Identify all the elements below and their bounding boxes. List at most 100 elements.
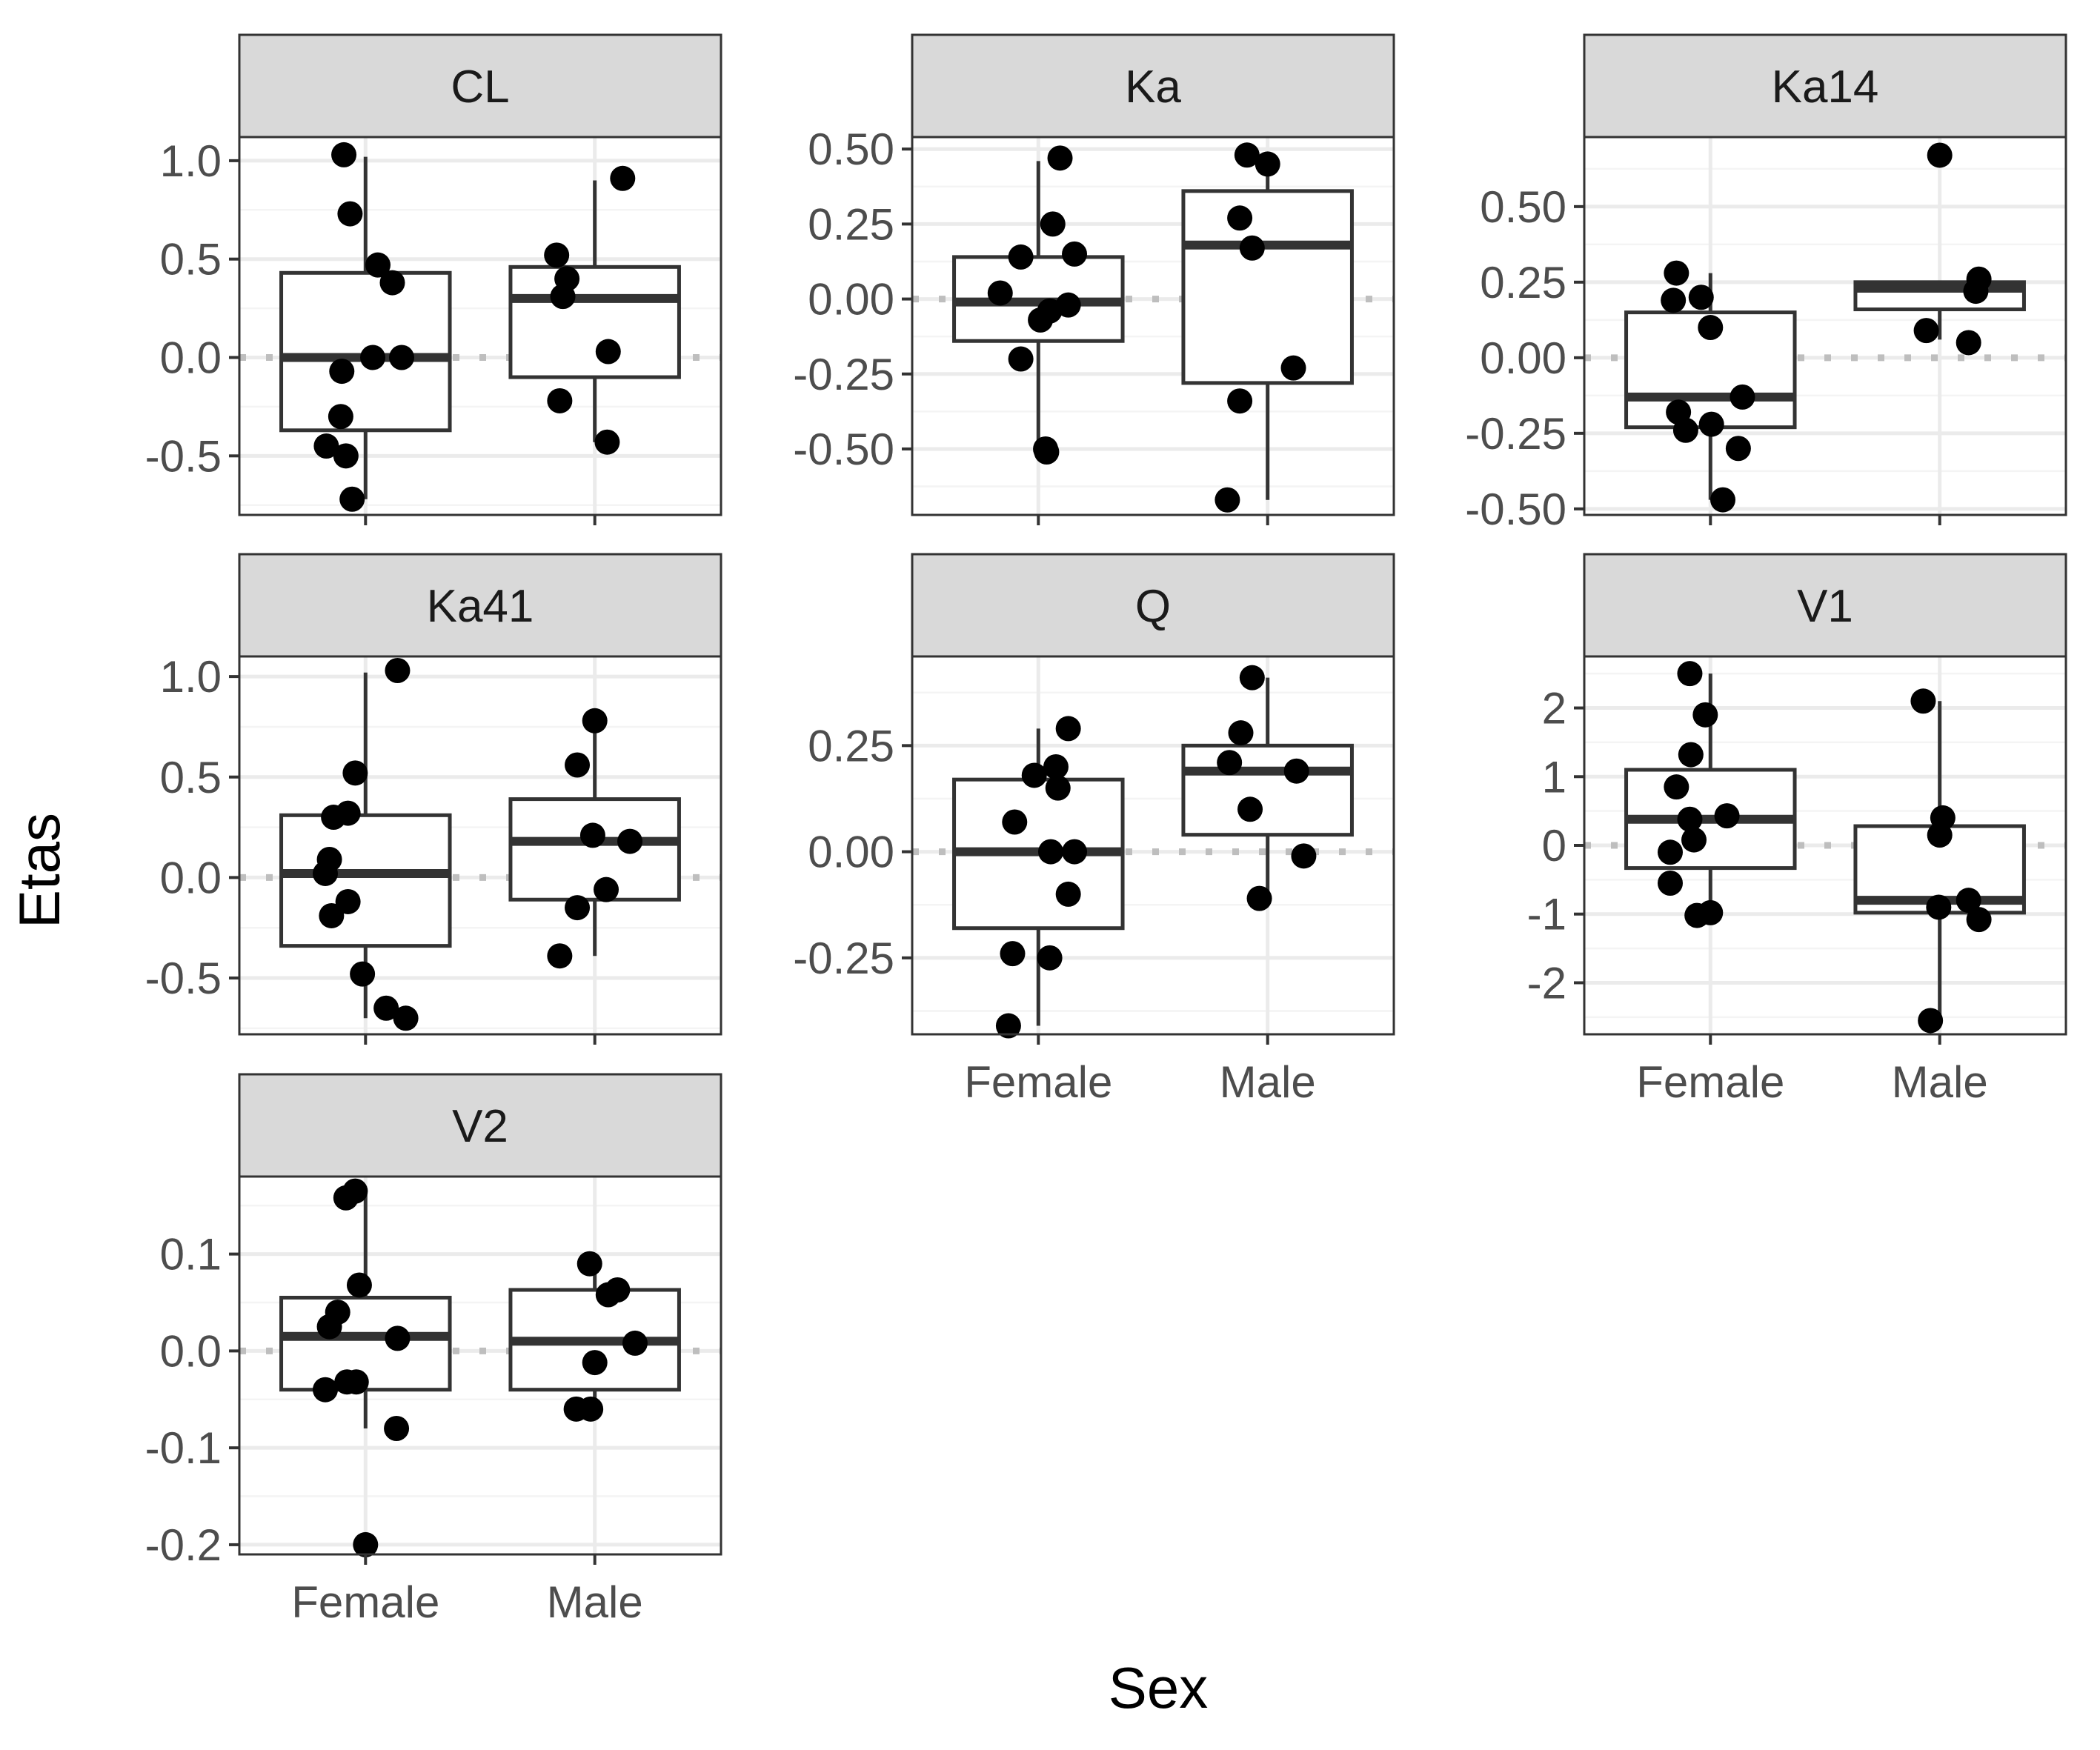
- y-tick-label: 0.0: [160, 853, 222, 902]
- y-tick-label: -0.25: [793, 934, 894, 983]
- y-tick-label: 0.1: [160, 1230, 222, 1280]
- box-male: [1181, 677, 1354, 894]
- data-point: [610, 165, 636, 191]
- data-point: [1966, 907, 1992, 933]
- data-point: [1725, 436, 1751, 462]
- facet-strip-label: Q: [1135, 581, 1171, 632]
- panel-border: [911, 655, 1395, 1036]
- data-point: [1677, 806, 1703, 832]
- facet-strip: [911, 553, 1395, 658]
- y-tick-label: 1: [1542, 752, 1566, 802]
- data-point: [1055, 292, 1081, 318]
- data-point: [313, 1377, 339, 1403]
- box-iqr: [508, 265, 681, 379]
- y-tick-label: -2: [1527, 958, 1566, 1008]
- data-point: [1729, 384, 1755, 410]
- data-point: [1658, 839, 1684, 865]
- facet-panel-ka14: Ka14 -0.50 -0.25 0.00 0.25 0.50: [1465, 33, 2067, 534]
- data-point: [1234, 142, 1260, 168]
- data-point: [1239, 235, 1265, 261]
- facet-panel-ka41: Ka41 -0.5 0.0 0.5 1.0: [145, 553, 722, 1045]
- data-point: [1698, 315, 1724, 341]
- data-point: [328, 404, 353, 430]
- data-point: [1664, 260, 1689, 286]
- facet-strip: [1583, 33, 2067, 139]
- data-point: [1040, 211, 1066, 237]
- box-male: [508, 180, 681, 442]
- data-point: [1000, 941, 1026, 967]
- data-point: [1246, 885, 1272, 911]
- facet-strip: [1583, 553, 2067, 658]
- data-point: [385, 657, 411, 683]
- data-point: [1664, 774, 1689, 800]
- data-point: [360, 345, 386, 370]
- data-point: [373, 995, 399, 1021]
- x-tick-label: Male: [1220, 1057, 1316, 1107]
- facet-panel-v1: V1 -2 -1 0 1 2 Female Male: [1527, 553, 2067, 1107]
- y-tick-label: -0.50: [1465, 485, 1566, 534]
- data-point: [1926, 894, 1952, 920]
- facet-strip-label: CL: [451, 61, 509, 113]
- y-tick-label: -0.5: [145, 431, 222, 481]
- x-tick-label: Male: [1892, 1057, 1988, 1107]
- data-point: [389, 345, 415, 370]
- y-tick-label: 0.5: [160, 235, 222, 285]
- data-point: [335, 800, 361, 826]
- x-tick-label: Female: [291, 1577, 439, 1627]
- box-iqr: [279, 270, 452, 433]
- y-tick-label: 1.0: [160, 136, 222, 186]
- data-point: [1661, 287, 1687, 313]
- data-point: [576, 1251, 602, 1277]
- data-point: [1055, 881, 1081, 907]
- data-point: [550, 284, 576, 310]
- data-point: [1228, 720, 1254, 746]
- data-point: [565, 752, 591, 778]
- data-point: [547, 943, 573, 969]
- facet-panel-v2: V2 -0.2 -0.1 0.0 0.1 Female Male: [145, 1073, 722, 1627]
- y-tick-label: 2: [1542, 684, 1566, 733]
- data-point: [1677, 661, 1703, 687]
- data-point: [1956, 888, 1981, 914]
- data-point: [1215, 487, 1240, 513]
- y-tick-label: 0: [1542, 821, 1566, 871]
- data-point: [987, 280, 1013, 306]
- box-male: [508, 720, 681, 956]
- facet-strip: [238, 1073, 722, 1178]
- data-point: [1255, 151, 1280, 177]
- data-point: [1956, 330, 1981, 356]
- y-tick-label: 0.5: [160, 753, 222, 802]
- data-point: [1658, 871, 1684, 896]
- data-point: [1966, 266, 1992, 292]
- data-point: [313, 433, 339, 459]
- data-point: [1710, 487, 1736, 513]
- data-point: [1918, 1008, 1944, 1034]
- data-point: [316, 846, 342, 872]
- y-tick-label: 0.00: [808, 275, 894, 325]
- y-tick-label: -0.2: [145, 1520, 222, 1570]
- data-point: [1672, 417, 1698, 443]
- box-female: [1624, 673, 1797, 914]
- box-iqr: [1181, 189, 1354, 385]
- data-point: [331, 142, 357, 167]
- data-point: [1055, 716, 1081, 742]
- data-point: [1008, 346, 1034, 372]
- y-tick-label: -0.25: [1465, 409, 1566, 459]
- data-point: [582, 708, 608, 733]
- y-tick-label: 0.50: [808, 124, 894, 174]
- facet-strip: [238, 553, 722, 658]
- data-point: [1047, 145, 1073, 171]
- data-point: [578, 1396, 604, 1422]
- data-point: [342, 1178, 368, 1204]
- data-point: [342, 760, 368, 786]
- data-point: [353, 1531, 379, 1557]
- y-tick-label: 0.0: [160, 1326, 222, 1376]
- facet-strip-label: Ka: [1125, 61, 1181, 113]
- facet-strip: [911, 33, 1395, 139]
- x-tick-label: Male: [547, 1577, 643, 1627]
- data-point: [1688, 285, 1714, 310]
- data-point: [595, 339, 621, 365]
- data-point: [1043, 753, 1069, 779]
- y-tick-label: -1: [1527, 890, 1566, 939]
- data-point: [995, 1013, 1021, 1039]
